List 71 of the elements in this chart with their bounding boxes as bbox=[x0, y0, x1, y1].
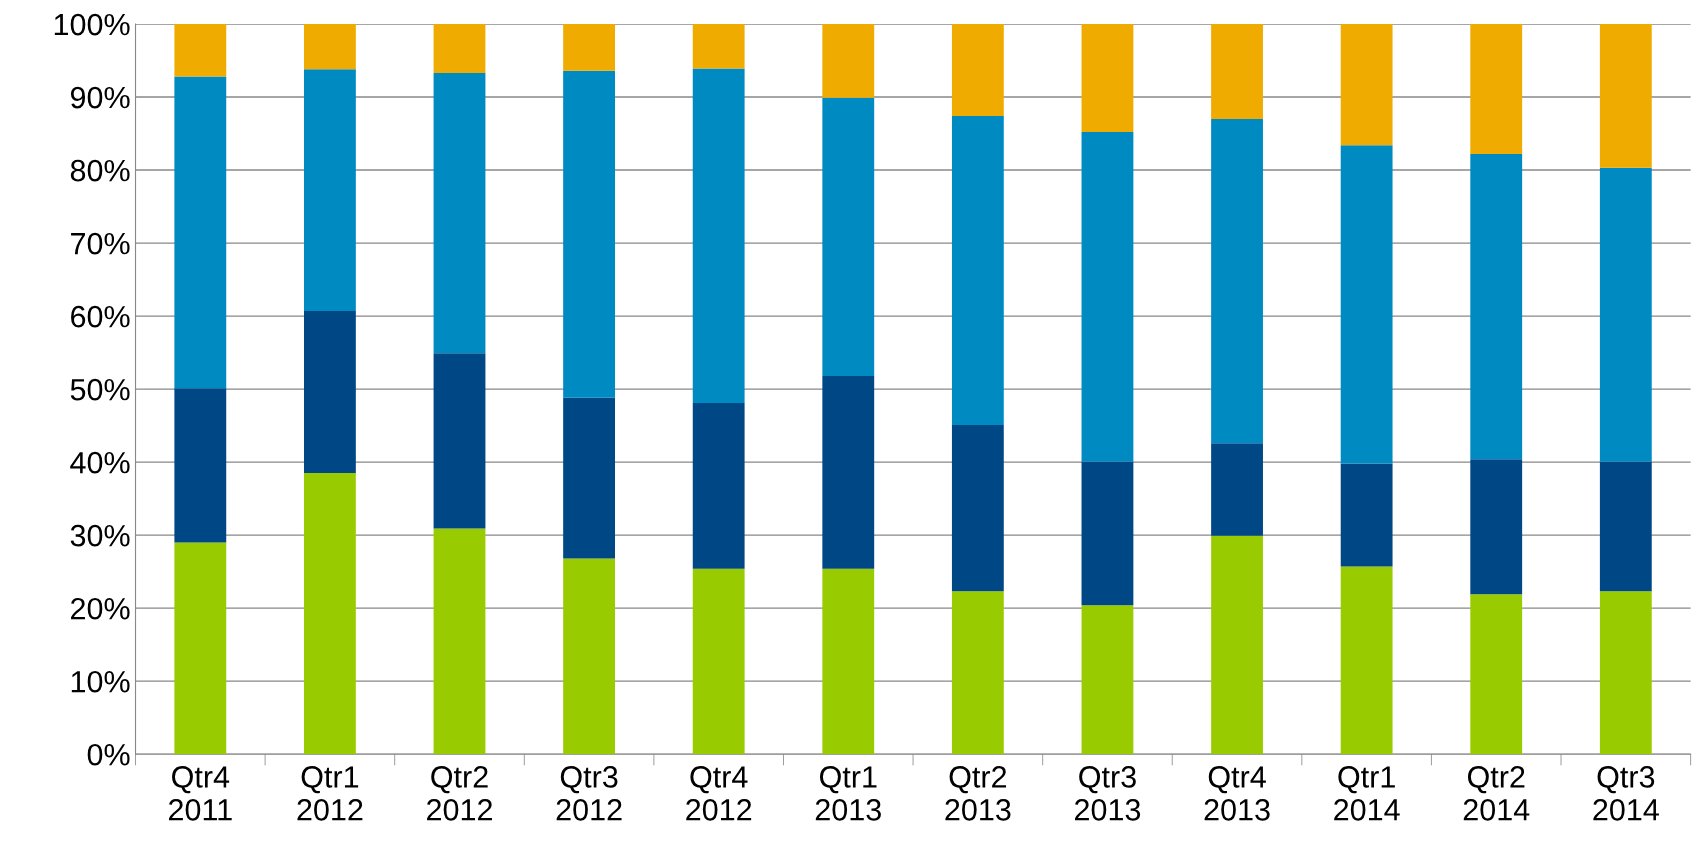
x-tick-label: Qtr1 2014 bbox=[1334, 766, 1400, 821]
y-tick-label: 80% bbox=[70, 159, 130, 182]
bar bbox=[822, 97, 875, 376]
bar bbox=[692, 402, 745, 569]
bar bbox=[1599, 591, 1652, 755]
bar bbox=[563, 24, 616, 71]
y-tick-label: 0% bbox=[87, 743, 130, 766]
bar bbox=[433, 24, 486, 73]
bar bbox=[1211, 443, 1263, 536]
x-tick-label: Qtr3 2013 bbox=[1075, 766, 1141, 821]
x-tick-label: Qtr1 2012 bbox=[297, 766, 363, 821]
bar bbox=[1081, 461, 1134, 606]
bar bbox=[1340, 463, 1393, 567]
bar bbox=[692, 68, 745, 403]
bar bbox=[1599, 24, 1652, 168]
x-tick-label: Qtr1 2013 bbox=[815, 766, 881, 821]
x-tick-label: Qtr2 2013 bbox=[945, 766, 1011, 821]
bar bbox=[692, 24, 745, 69]
bar bbox=[303, 473, 356, 755]
bar bbox=[174, 388, 227, 543]
bar bbox=[1211, 118, 1263, 444]
y-tick-label: 30% bbox=[70, 524, 130, 547]
bar bbox=[433, 528, 486, 755]
y-tick-label: 100% bbox=[54, 13, 130, 36]
bar bbox=[1081, 605, 1134, 755]
x-tick-label: Qtr4 2012 bbox=[686, 766, 752, 821]
y-tick-label: 40% bbox=[70, 451, 130, 474]
y-tick-label: 90% bbox=[70, 86, 130, 109]
x-tick-label: Qtr3 2012 bbox=[556, 766, 622, 821]
y-tick-label: 10% bbox=[71, 670, 130, 693]
bar bbox=[692, 568, 745, 755]
bar bbox=[951, 424, 1004, 592]
bar bbox=[174, 76, 227, 389]
bar bbox=[951, 116, 1004, 425]
bar bbox=[174, 24, 227, 77]
bar bbox=[951, 591, 1004, 755]
x-tick-label: Qtr4 2013 bbox=[1204, 766, 1270, 821]
bar bbox=[303, 69, 356, 311]
bar bbox=[822, 568, 875, 755]
bar bbox=[563, 70, 616, 398]
bar bbox=[1340, 24, 1393, 146]
x-tick-label: Qtr4 2011 bbox=[169, 766, 232, 821]
bar bbox=[1211, 24, 1263, 119]
bar bbox=[563, 397, 616, 559]
bar bbox=[1470, 459, 1523, 595]
bar bbox=[1599, 461, 1652, 592]
bar bbox=[433, 353, 486, 529]
bar bbox=[1470, 594, 1523, 755]
y-tick-label: 50% bbox=[70, 378, 130, 401]
x-tick-label: Qtr3 2014 bbox=[1593, 766, 1659, 821]
y-tick-label: 60% bbox=[71, 305, 130, 328]
x-tick-label: Qtr2 2012 bbox=[427, 766, 492, 821]
bar bbox=[303, 24, 356, 70]
y-tick-label: 70% bbox=[71, 232, 130, 255]
y-tick-label: 20% bbox=[71, 597, 130, 620]
bar bbox=[822, 24, 875, 98]
bar bbox=[1340, 566, 1393, 755]
bar bbox=[1081, 24, 1134, 133]
bar bbox=[1211, 535, 1263, 755]
bar bbox=[1470, 24, 1523, 154]
bar bbox=[174, 542, 227, 755]
bar bbox=[822, 375, 875, 569]
bar bbox=[563, 558, 616, 755]
bar bbox=[951, 24, 1004, 117]
bar bbox=[303, 310, 356, 474]
bar bbox=[1470, 153, 1523, 460]
bar bbox=[1081, 132, 1134, 462]
bar bbox=[1599, 167, 1652, 462]
bar bbox=[433, 72, 486, 354]
bar bbox=[1340, 145, 1393, 464]
x-tick-label: Qtr2 2014 bbox=[1463, 766, 1530, 821]
